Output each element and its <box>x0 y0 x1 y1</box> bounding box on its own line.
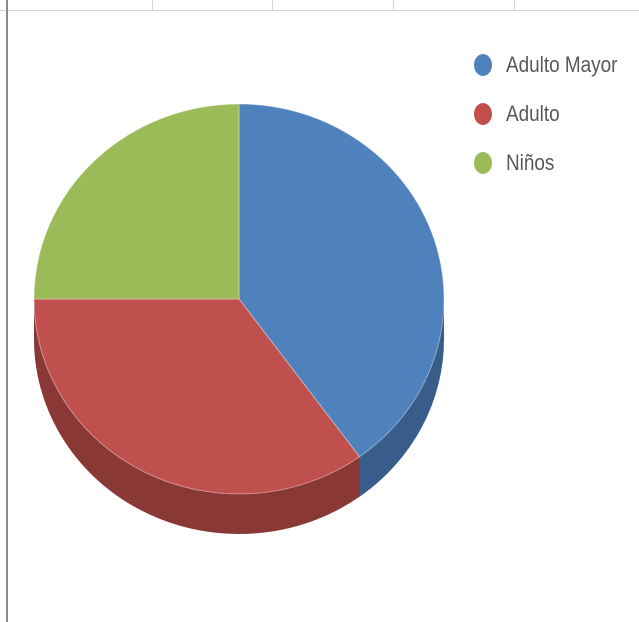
pie-side-adulto <box>34 299 360 534</box>
sheet-gridline-vertical <box>514 0 515 10</box>
legend-swatch <box>474 151 492 174</box>
pie-slice-ninos[interactable] <box>33 103 240 300</box>
pie-slice-adulto[interactable] <box>33 298 361 495</box>
sheet-left-border <box>6 0 8 622</box>
legend-swatch <box>474 53 492 76</box>
sheet-gridline-vertical <box>272 0 273 10</box>
sheet-gridline-vertical <box>152 0 153 10</box>
pie-top <box>33 103 445 495</box>
pie-sides <box>34 299 444 534</box>
pie-side-adulto-mayor <box>359 299 444 497</box>
legend-swatch <box>474 102 492 125</box>
legend-item-adulto[interactable]: Adulto <box>474 89 636 138</box>
sheet-gridline-vertical <box>393 0 394 10</box>
legend-label: Niños <box>506 149 555 175</box>
legend-item-ninos[interactable]: Niños <box>474 138 636 187</box>
legend-label: Adulto Mayor <box>506 51 618 77</box>
pie-slice-adulto-mayor[interactable] <box>238 103 445 458</box>
legend-item-adulto-mayor[interactable]: Adulto Mayor <box>474 40 636 89</box>
legend: Adulto Mayor Adulto Niños <box>474 40 636 187</box>
sheet-gridline-top <box>0 0 639 11</box>
legend-label: Adulto <box>506 100 560 126</box>
